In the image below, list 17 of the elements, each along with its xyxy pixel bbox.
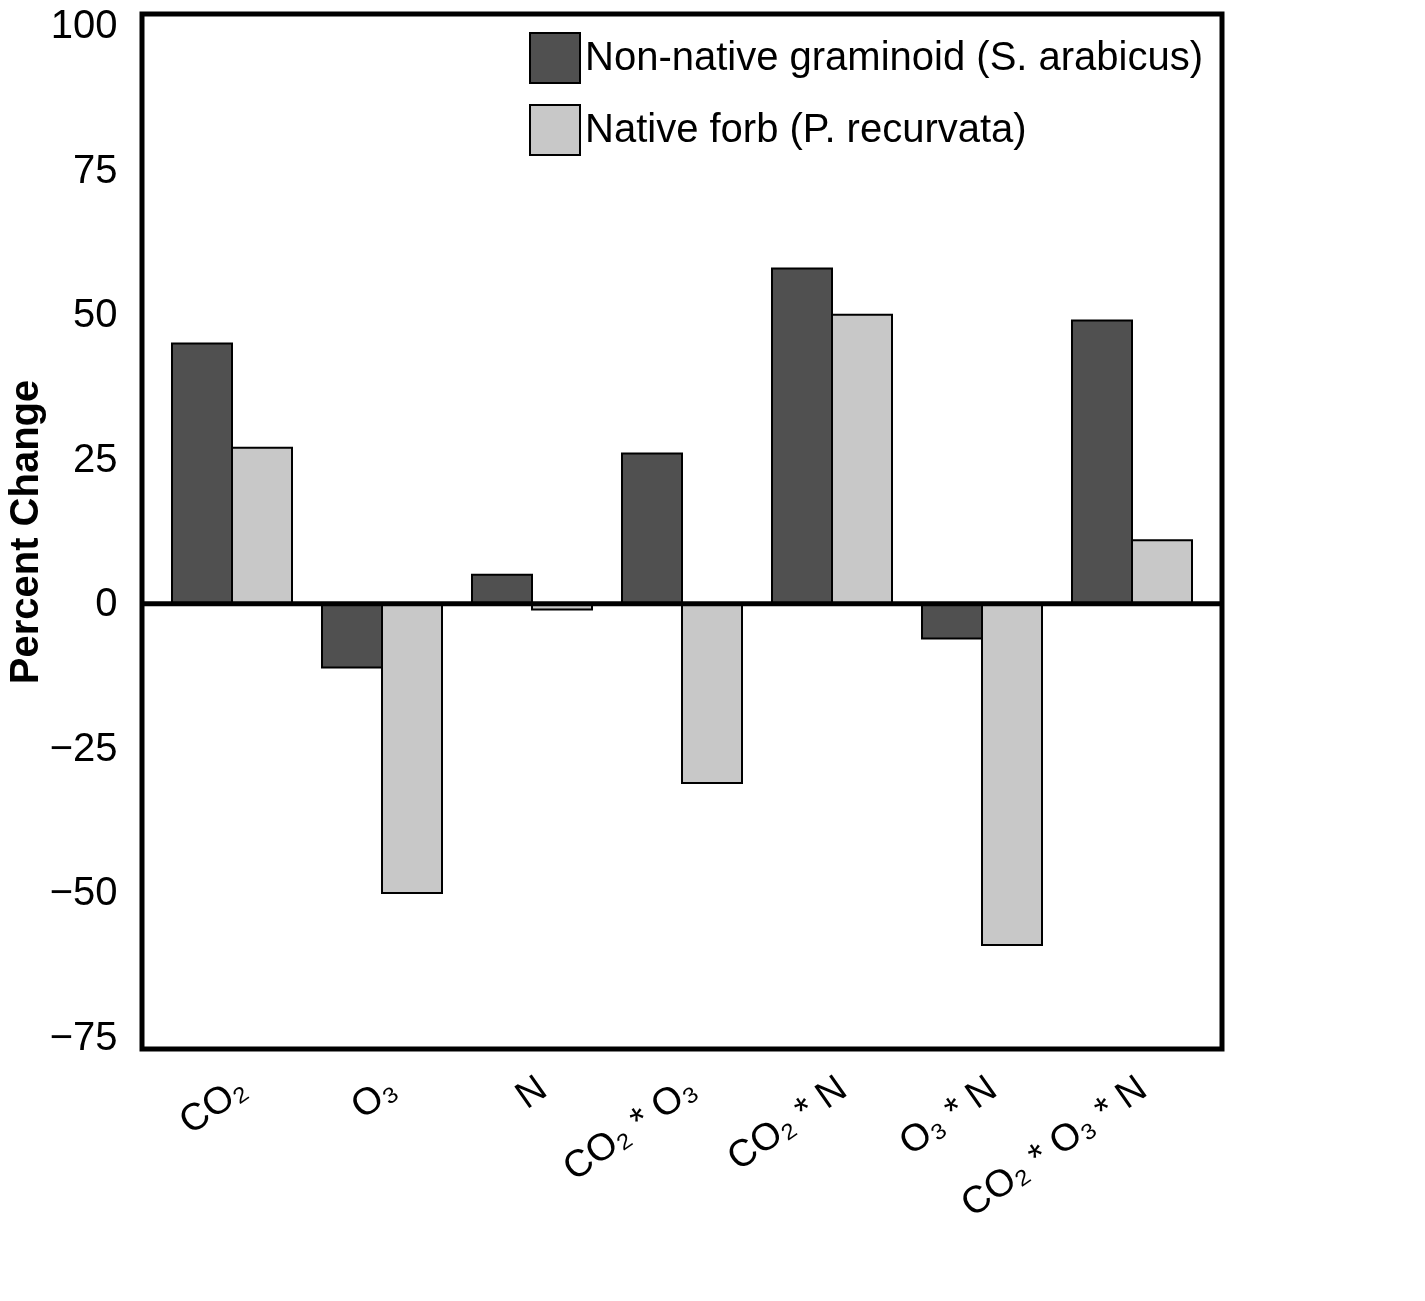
y-tick-label: 25: [73, 435, 118, 480]
y-tick-label: 75: [73, 146, 118, 191]
y-tick-label: −25: [49, 724, 118, 769]
y-tick-label: 50: [73, 291, 118, 336]
y-tick-label: 100: [50, 2, 118, 47]
y-tick-label: −75: [49, 1013, 118, 1058]
y-tick-label: 0: [95, 580, 118, 625]
x-tick-label: CO₂ * O₃: [554, 1066, 704, 1189]
x-tick-label: CO₂: [170, 1066, 254, 1142]
x-tick-label: O₃ * N: [890, 1066, 1004, 1163]
legend-label: Non-native graminoid (S. arabicus): [585, 34, 1204, 78]
y-tick-label: −50: [49, 869, 118, 914]
x-tick-label: O₃: [342, 1066, 404, 1127]
x-tick-label: N: [507, 1066, 554, 1117]
legend-label: Native forb (P. recurvata): [585, 106, 1027, 150]
x-tick-label: CO₂ * N: [719, 1066, 854, 1179]
y-axis-title: Percent Change: [1, 379, 46, 685]
